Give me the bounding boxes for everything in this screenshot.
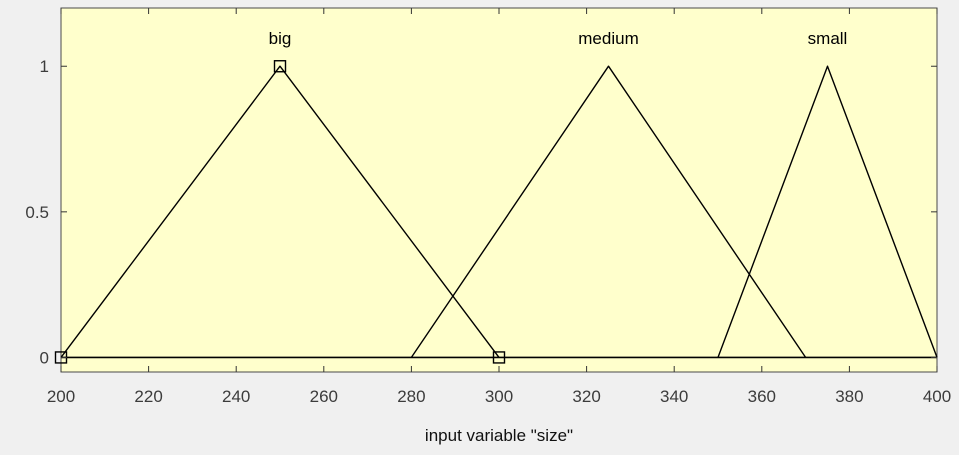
marker-layer <box>54 60 506 364</box>
x-tick-label: 260 <box>310 387 338 406</box>
series-line-medium <box>410 65 807 358</box>
tick-layer: 200 220 240 260 280 300 320 340 360 380 400 0 0.5 1 <box>25 8 951 406</box>
series-line-big <box>60 65 500 358</box>
series-label-big: big <box>269 29 292 48</box>
x-tick-label: 200 <box>47 387 75 406</box>
x-tick-label: 340 <box>660 387 688 406</box>
y-tick-label: 0 <box>40 348 49 367</box>
x-tick-label: 300 <box>485 387 513 406</box>
series-layer <box>60 65 938 359</box>
plot-area <box>60 7 938 373</box>
point-marker <box>492 351 506 364</box>
y-tick-label: 0.5 <box>25 203 49 222</box>
label-layer: big medium small <box>269 29 848 48</box>
series-label-small: small <box>808 29 848 48</box>
series-line-small <box>717 65 938 358</box>
point-marker <box>273 60 287 73</box>
x-tick-label: 320 <box>572 387 600 406</box>
x-tick-label: 400 <box>923 387 951 406</box>
x-axis-label: input variable "size" <box>425 426 573 445</box>
x-tick-label: 380 <box>835 387 863 406</box>
series-label-medium: medium <box>578 29 638 48</box>
x-tick-label: 220 <box>134 387 162 406</box>
x-tick-label: 360 <box>748 387 776 406</box>
x-tick-label: 240 <box>222 387 250 406</box>
x-tick-label: 280 <box>397 387 425 406</box>
y-tick-label: 1 <box>40 57 49 76</box>
